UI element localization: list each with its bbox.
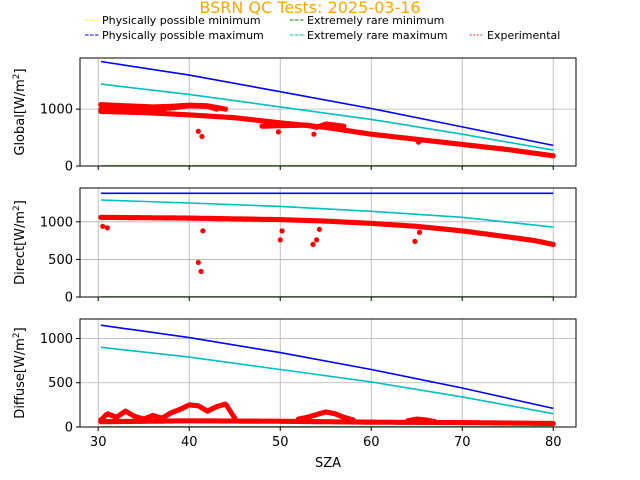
legend: Physically possible minimum Physically po…: [85, 14, 560, 42]
data-point: [350, 417, 356, 423]
plot-area: [98, 192, 556, 297]
legend-item: Physically possible minimum: [85, 14, 261, 27]
x-axis-label: SZA: [315, 456, 341, 471]
data-point-outlier: [199, 133, 205, 140]
y-tick-label: 500: [48, 253, 73, 268]
series-experimental: [98, 401, 556, 427]
y-tick-label: 500: [48, 376, 73, 391]
data-point-outlier: [200, 228, 206, 234]
y-axis-label: Global[W/m2]: [12, 68, 28, 155]
data-point-outlier: [104, 225, 110, 231]
data-point-outlier: [275, 129, 281, 135]
x-tick-label: 80: [545, 435, 562, 450]
legend-item: Extremely rare minimum: [290, 14, 444, 27]
y-tick-label: 1000: [40, 215, 73, 230]
data-point-outlier: [195, 259, 201, 266]
data-point-outlier: [311, 131, 317, 137]
y-axis-label: Diffuse[W/m2]: [12, 327, 28, 418]
x-tick-label: 70: [454, 435, 471, 450]
y-axis-label: Direct[W/m2]: [12, 200, 28, 285]
data-point-outlier: [415, 139, 422, 145]
series-experimental: [98, 214, 556, 275]
axes-frame: [79, 187, 577, 298]
legend-label: Extremely rare minimum: [307, 14, 444, 27]
x-tick-label: 40: [181, 435, 198, 450]
y-tick-label: 0: [65, 160, 73, 175]
axes-frame: [79, 57, 577, 167]
data-point: [550, 153, 556, 159]
x-tick-label: 60: [363, 435, 380, 450]
data-point: [232, 415, 238, 421]
x-tick-label: 30: [90, 435, 107, 450]
grid: [80, 188, 576, 298]
data-point-outlier: [416, 229, 423, 235]
axes-frame: [79, 318, 577, 428]
data-point-outlier: [198, 268, 204, 275]
legend-label: Experimental: [487, 29, 560, 42]
data-point-outlier: [310, 241, 316, 247]
data-point: [550, 241, 556, 247]
series-experimental: [98, 102, 556, 159]
series-line: [100, 324, 554, 410]
data-point-outlier: [279, 228, 285, 234]
panel-2: 0 500 1000 Direct[W/m2]: [12, 187, 577, 306]
panel-1: 0 1000 Global[W/m2]: [12, 57, 577, 175]
series-line: [100, 83, 554, 151]
data-point-outlier: [100, 223, 106, 229]
data-point: [432, 419, 438, 425]
legend-item: Extremely rare maximum: [290, 29, 448, 42]
data-point-outlier: [195, 128, 201, 134]
plot-area: [98, 60, 556, 166]
data-point-outlier: [277, 237, 283, 243]
legend-label: Physically possible maximum: [102, 29, 264, 42]
legend-item: Experimental: [470, 29, 560, 42]
x-tick-label: 50: [272, 435, 289, 450]
chart-title: BSRN QC Tests: 2025-03-16: [199, 0, 420, 17]
data-point: [223, 106, 229, 112]
data-point: [341, 123, 347, 129]
data-point: [550, 420, 556, 427]
series-line: [100, 60, 554, 147]
y-tick-label: 0: [65, 421, 73, 436]
y-tick-label: 1000: [40, 103, 73, 118]
series-line: [100, 199, 554, 228]
data-point-outlier: [314, 237, 320, 243]
plot-area: [98, 324, 556, 427]
legend-item: Physically possible maximum: [85, 29, 264, 42]
panel-3: 30 40 50 60 70 80 0 500 1000 Diffuse[W/m2]: [12, 318, 577, 450]
legend-label: Extremely rare maximum: [307, 29, 448, 42]
data-point-outlier: [316, 226, 322, 232]
series-line: [100, 346, 554, 415]
y-tick-label: 1000: [40, 332, 73, 347]
legend-label: Physically possible minimum: [102, 14, 261, 27]
data-point-outlier: [412, 238, 418, 244]
y-tick-label: 0: [65, 291, 73, 306]
